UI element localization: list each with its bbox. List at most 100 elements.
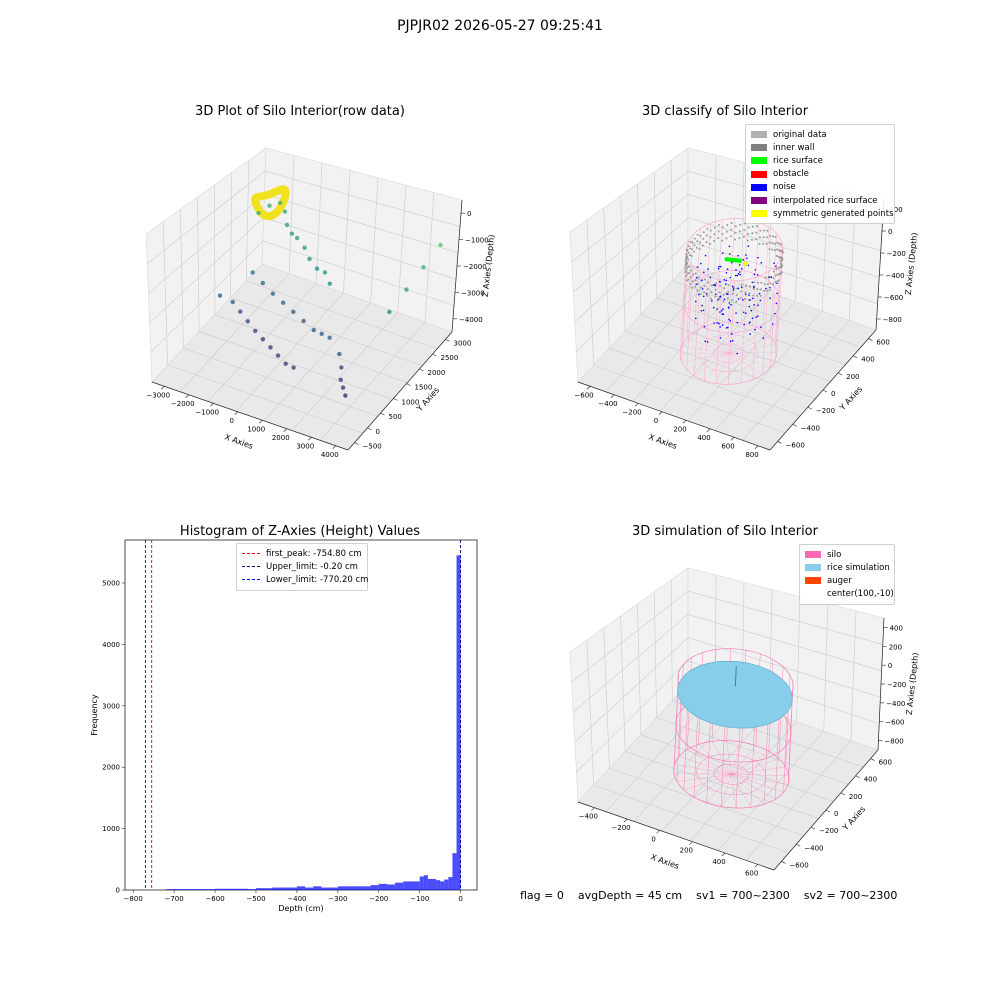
noise-point (743, 323, 745, 326)
y-tick-label: 1000 (102, 825, 120, 833)
noise-point (716, 308, 719, 310)
z-axis-label: Z Axies (Depth) (905, 652, 921, 715)
legend-swatch (242, 579, 260, 581)
y-tick-label: 200 (846, 373, 859, 381)
noise-point (727, 326, 729, 329)
y-tick (840, 792, 845, 796)
grid-line (574, 217, 880, 323)
wall-point (775, 267, 778, 270)
y-tick-label: 500 (389, 413, 402, 421)
silo-floor-spoke (728, 353, 742, 384)
wall-point (763, 289, 766, 292)
noise-point (729, 340, 732, 343)
noise-point (757, 256, 759, 259)
grid-line (397, 185, 407, 313)
wall-point (772, 235, 775, 238)
wall-point (751, 232, 754, 235)
noise-point (754, 328, 756, 331)
legend-item: obstacle (751, 168, 889, 181)
grid-line (573, 194, 881, 293)
legend-label: auger (827, 575, 852, 586)
legend-label: symmetric generated points (773, 208, 894, 219)
wall-point (744, 291, 747, 294)
noise-point (728, 253, 731, 255)
noise-point (713, 322, 715, 324)
wall-point (740, 290, 743, 293)
x-tick (754, 445, 759, 449)
wall-point (710, 284, 713, 287)
histogram-bar (255, 888, 265, 890)
wall-point (759, 294, 762, 297)
noise-point (702, 309, 705, 312)
noise-point (712, 284, 715, 286)
wall-point (714, 295, 717, 298)
grid-line (162, 221, 169, 366)
noise-point (738, 264, 741, 266)
legend-swatch (751, 170, 767, 178)
grid-line (741, 162, 745, 283)
wall-point (691, 280, 694, 283)
y-tick (354, 442, 359, 445)
wall-point (687, 245, 690, 248)
noise-point (719, 295, 722, 298)
wall-point (696, 240, 699, 243)
legend-swatch (751, 210, 767, 218)
wall-point (755, 225, 758, 228)
x-axis-label: Depth (cm) (278, 904, 323, 913)
legend-item: symmetric generated points (751, 207, 894, 220)
wall-point (738, 236, 741, 239)
wall-point (706, 294, 709, 297)
grid-line (207, 283, 317, 402)
y-tick (367, 427, 372, 431)
wall-point (733, 238, 736, 241)
histogram-bar (215, 888, 224, 890)
wall-point (762, 229, 765, 232)
z-tick-label: −3000 (461, 289, 485, 297)
wall-point (740, 283, 743, 286)
wall-point (714, 288, 717, 291)
noise-point (740, 286, 743, 289)
y-tick (419, 368, 424, 372)
wall-point (735, 294, 738, 297)
silo-floor-spoke (698, 744, 732, 775)
wall-point (706, 288, 709, 291)
noise-point (719, 265, 722, 268)
noise-point (751, 297, 754, 300)
legend-item: auger (805, 574, 889, 587)
noise-point (754, 269, 757, 271)
legend-label: original data (773, 129, 827, 140)
silo-floor-spoke (686, 338, 729, 354)
noise-point (727, 307, 730, 309)
wall-point (701, 244, 704, 247)
x-tick (283, 428, 287, 432)
grid-line (586, 639, 595, 786)
wall-point (688, 254, 691, 257)
legend-item: center(100,-10) (805, 588, 894, 601)
noise-point (765, 287, 767, 290)
noise-point (716, 321, 718, 324)
wall-point (710, 291, 713, 294)
noise-point (771, 323, 774, 325)
x-tick (591, 807, 595, 811)
grid-line (150, 240, 455, 353)
x-tick-label: −200 (611, 824, 630, 832)
grid-line (573, 614, 882, 713)
grid-line (742, 320, 850, 441)
histogram-bar (165, 889, 175, 890)
noise-point (736, 352, 739, 355)
wall-point (703, 291, 706, 294)
legend-label: inner wall (773, 142, 815, 153)
legend-swatch (242, 553, 260, 555)
wall-point (726, 297, 729, 300)
histogram-bar (370, 885, 379, 890)
data-point (319, 331, 324, 337)
wall-point (689, 247, 692, 250)
z-tick-label: −400 (886, 700, 905, 708)
legend-label: Lower_limit: -770.20 cm (266, 574, 369, 585)
grid-line (637, 183, 642, 315)
histogram-legend: first_peak: -754.80 cm Upper_limit: -0.20… (236, 543, 368, 591)
y-tick (838, 372, 843, 376)
data-point (217, 293, 223, 298)
wall-point (742, 235, 745, 238)
classify-legend: original data inner wall rice surface obsta… (745, 124, 895, 225)
